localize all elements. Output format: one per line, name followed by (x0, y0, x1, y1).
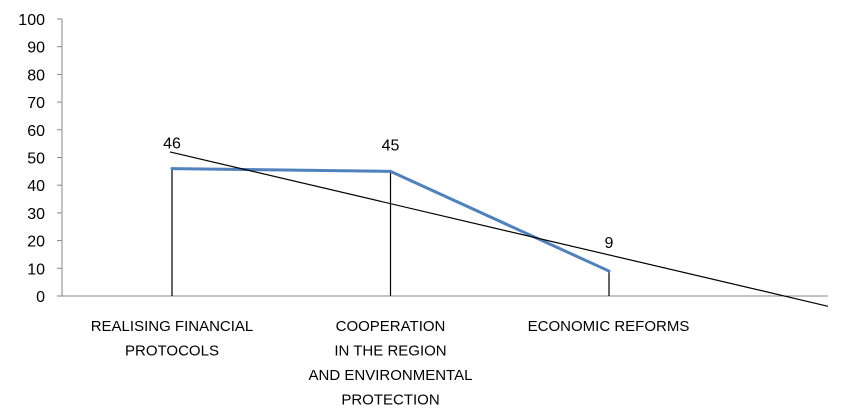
y-tick-label: 70 (27, 95, 45, 112)
data-labels: 46 45 9 (163, 136, 613, 252)
y-tick-label: 100 (18, 12, 45, 29)
y-tick-label: 90 (27, 40, 45, 57)
y-tick-label: 20 (27, 234, 45, 251)
y-tick-label: 10 (27, 261, 45, 278)
x-category-line: REALISING FINANCIAL (91, 318, 254, 335)
x-category-line: PROTOCOLS (125, 343, 219, 360)
x-axis-categories: REALISING FINANCIAL PROTOCOLS COOPERATION I… (91, 318, 690, 409)
x-category-label: REALISING FINANCIAL PROTOCOLS (91, 318, 254, 360)
data-label: 46 (163, 136, 181, 153)
data-point (607, 269, 611, 273)
x-category-line: AND ENVIRONMENTAL (309, 367, 473, 384)
data-point (389, 169, 392, 173)
trendline-line (169, 151, 829, 307)
x-category-line: ECONOMIC REFORMS (528, 318, 690, 335)
y-tick-label: 60 (27, 123, 45, 140)
drop-lines (171, 168, 610, 296)
data-label: 45 (382, 137, 400, 154)
x-category-line: IN THE REGION (334, 343, 446, 360)
y-tick-label: 80 (27, 67, 45, 84)
trendline (169, 151, 829, 307)
x-category-label: COOPERATION IN THE REGION AND ENVIRONMENTA… (309, 318, 473, 409)
x-category-label: ECONOMIC REFORMS (528, 318, 690, 335)
x-category-line: PROTECTION (341, 392, 439, 409)
y-tick-label: 0 (36, 289, 45, 306)
y-tick-label: 40 (27, 178, 45, 195)
y-tick-label: 30 (27, 206, 45, 223)
x-category-line: COOPERATION (336, 318, 446, 335)
data-point (170, 167, 174, 171)
y-tick-label: 50 (27, 151, 45, 168)
axes (61, 19, 828, 297)
y-axis-ticks: 0 10 20 30 40 50 60 70 80 90 100 (18, 12, 62, 306)
data-label: 9 (605, 235, 614, 252)
